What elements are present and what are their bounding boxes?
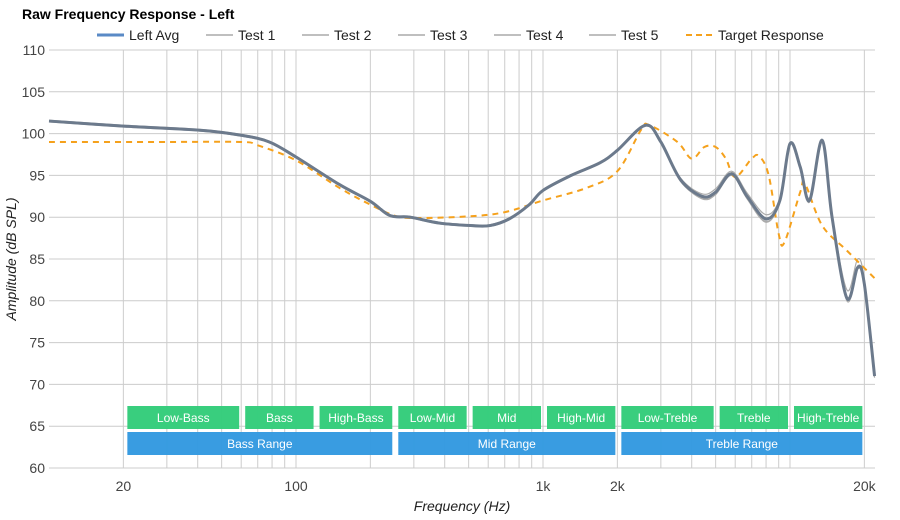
legend-item: Test 4	[494, 27, 564, 43]
legend-label: Target Response	[718, 27, 824, 43]
x-tick-label: 2k	[610, 478, 626, 494]
band-label: High-Mid	[557, 411, 605, 425]
legend-label: Test 5	[621, 27, 659, 43]
y-tick-label: 90	[29, 209, 45, 225]
band-label: Treble	[737, 411, 771, 425]
legend-item: Test 3	[398, 27, 468, 43]
band-label: High-Treble	[797, 411, 860, 425]
series-line-test-5	[48, 120, 876, 377]
legend-item: Test 5	[589, 27, 659, 43]
legend-label: Left Avg	[129, 27, 179, 43]
band-label: Low-Treble	[638, 411, 698, 425]
legend-label: Test 2	[334, 27, 372, 43]
band-label: Treble Range	[706, 437, 779, 451]
band-treble-range	[621, 432, 863, 455]
band-treble	[719, 406, 788, 429]
legend-label: Test 3	[430, 27, 468, 43]
series-line-test-3	[48, 120, 876, 377]
legend-item: Test 2	[302, 27, 372, 43]
band-mid-range	[398, 432, 616, 455]
x-axis-label: Frequency (Hz)	[414, 498, 510, 514]
x-tick-label: 20	[116, 478, 132, 494]
band-label: Bass Range	[227, 437, 293, 451]
band-bass	[245, 406, 314, 429]
band-mid	[472, 406, 541, 429]
legend-item: Target Response	[686, 27, 824, 43]
band-label: Mid Range	[478, 437, 536, 451]
chart-title: Raw Frequency Response - Left	[22, 6, 235, 22]
legend-item: Left Avg	[97, 27, 179, 43]
y-tick-label: 95	[29, 167, 45, 183]
band-label: Mid	[497, 411, 516, 425]
band-high-mid	[547, 406, 616, 429]
y-tick-label: 80	[29, 293, 45, 309]
x-tick-label: 20k	[853, 478, 877, 494]
series-line-left-avg	[48, 119, 877, 377]
y-tick-label: 100	[22, 126, 46, 142]
band-low-bass	[127, 406, 240, 429]
series-line-test-2	[48, 121, 876, 378]
legend-label: Test 1	[238, 27, 276, 43]
y-tick-label: 70	[29, 376, 45, 392]
legend-item: Test 1	[206, 27, 276, 43]
y-axis-label: Amplitude (dB SPL)	[3, 198, 19, 322]
band-label: Low-Mid	[410, 411, 455, 425]
band-label: Low-Bass	[157, 411, 210, 425]
band-low-treble	[621, 406, 714, 429]
series-line-test-4	[48, 120, 876, 375]
band-high-treble	[794, 406, 863, 429]
band-label: High-Bass	[328, 411, 383, 425]
legend-label: Test 4	[526, 27, 564, 43]
y-tick-label: 85	[29, 251, 45, 267]
x-tick-label: 100	[284, 478, 308, 494]
y-tick-label: 75	[29, 335, 45, 351]
series-line-test-1	[48, 119, 876, 372]
x-tick-label: 1k	[536, 478, 552, 494]
series-line-target-response	[49, 122, 876, 279]
band-bass-range	[127, 432, 393, 455]
y-tick-label: 105	[22, 84, 46, 100]
y-tick-label: 110	[23, 42, 46, 58]
band-low-mid	[398, 406, 467, 429]
band-label: Bass	[266, 411, 293, 425]
y-tick-label: 65	[29, 418, 45, 434]
y-tick-label: 60	[29, 460, 45, 476]
band-high-bass	[319, 406, 393, 429]
